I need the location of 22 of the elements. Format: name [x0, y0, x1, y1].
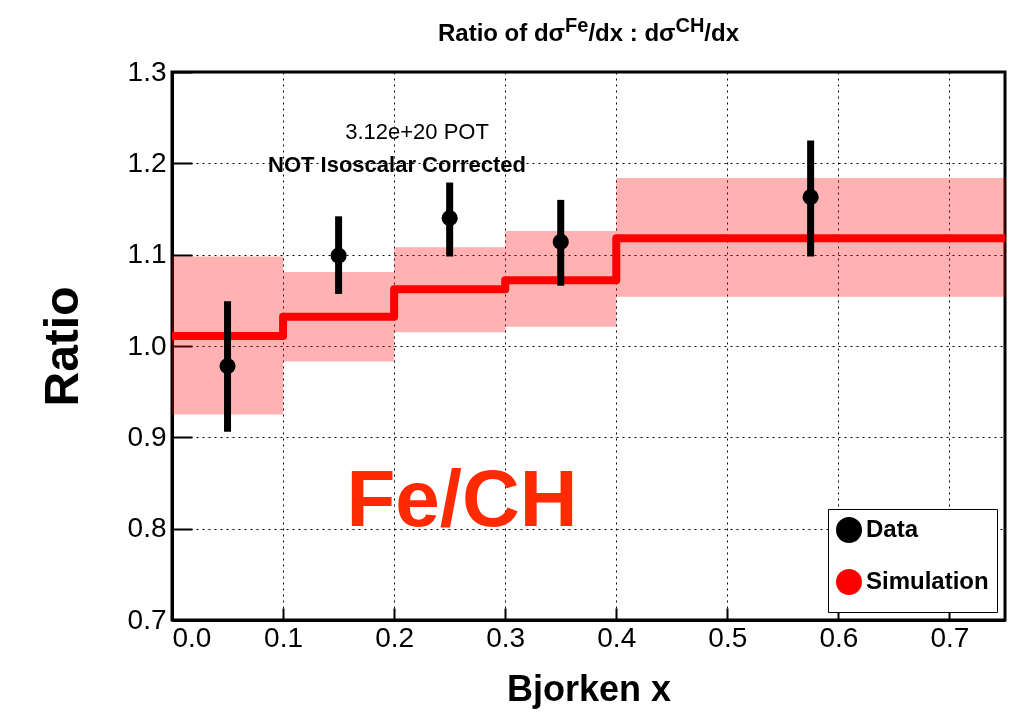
x-tick-label: 0.7 — [930, 621, 970, 653]
y-axis-title: Ratio — [34, 286, 88, 407]
y-tick-label: 1.1 — [127, 238, 167, 270]
x-tick-label: 0.6 — [819, 621, 859, 653]
y-tick-label: 1.2 — [127, 146, 167, 178]
x-tick-label: 0.5 — [708, 621, 748, 653]
x-tick-label: 0.4 — [597, 621, 637, 653]
x-tick-label: 0.0 — [172, 621, 212, 653]
x-axis-title: Bjorken x — [506, 667, 672, 709]
x-tick-label: 0.3 — [486, 621, 526, 653]
x-tick-label: 0.1 — [264, 621, 304, 653]
y-tick-label: 1.3 — [127, 55, 167, 87]
legend-label: Data — [866, 515, 919, 542]
legend-label: Simulation — [866, 567, 989, 594]
chart-title: Ratio of dσ$^{Fe}$/dx : dσ$^{CH}$/dx — [436, 14, 741, 47]
y-tick-label: 0.9 — [127, 420, 167, 452]
annotation: NOT Isoscalar Corrected — [268, 152, 526, 177]
annotation: Fe/CH — [346, 454, 578, 543]
y-tick-label: 0.8 — [127, 512, 167, 544]
y-tick-label: 1.0 — [127, 329, 167, 361]
x-tick-label: 0.2 — [375, 621, 415, 653]
annotation: 3.12e+20 POT — [345, 119, 489, 144]
